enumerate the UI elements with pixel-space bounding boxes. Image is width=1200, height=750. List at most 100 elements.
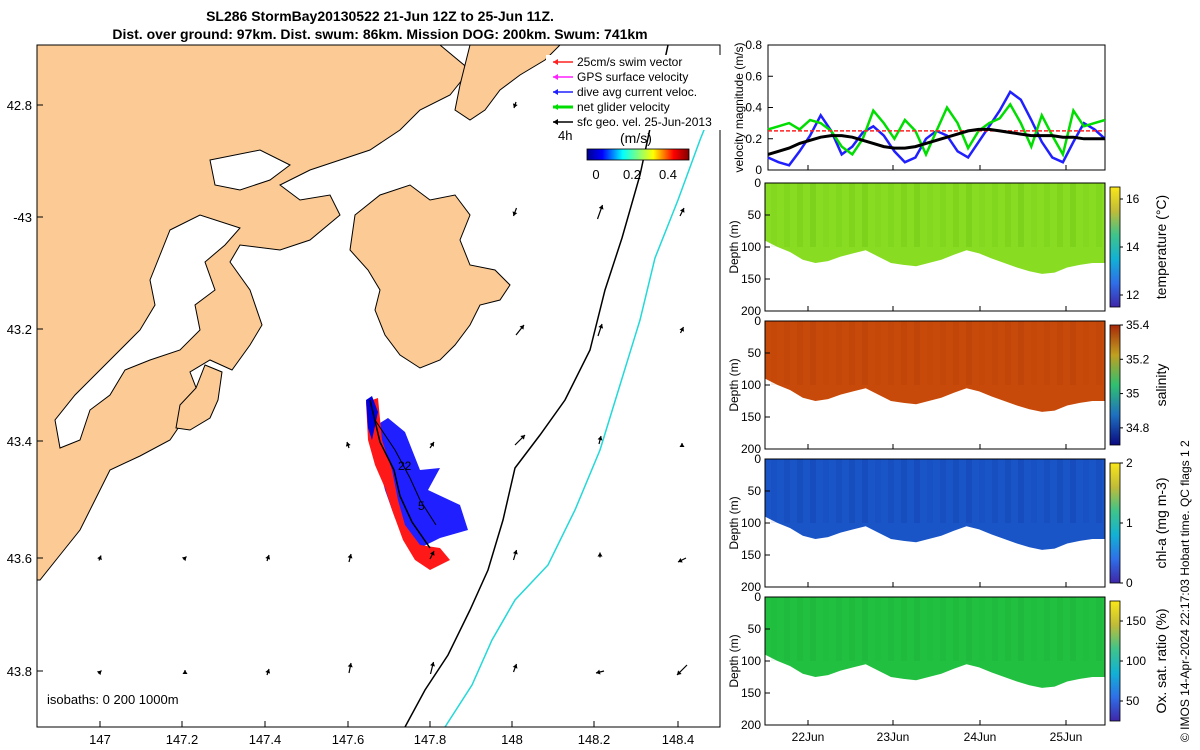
isobath-200 [404,45,669,727]
glider-track: 22 5 [366,396,468,570]
section-panel: 0 50 100 150 200 Depth (m) 16 14 12 temperature (… [727,176,1169,318]
colorbar-tick: 34.8 [1126,421,1150,435]
colorbar-tick: 14 [1126,240,1140,254]
velocity-ytick: 0.6 [745,69,762,83]
map-axes: 147 147.2 147.4 147.6 147.8 148 148.2 14… [7,98,695,747]
sfc-velocity-arrow [597,435,603,445]
section-data-fill [765,321,1105,412]
section-colorbar [1109,462,1121,584]
colorbar-tick: 150 [1126,614,1146,628]
section-colorbar [1109,324,1121,446]
depth-tick: 50 [748,346,762,360]
depth-label: Depth (m) [727,496,741,549]
variable-label: Ox. sat. ratio (%) [1153,608,1169,713]
land-mainland [37,45,471,581]
chart-title-line1: SL286 StormBay20130522 21-Jun 12Z to 25-… [206,8,554,24]
sfc-velocity-arrow [676,664,688,676]
legend-label: dive avg current veloc. [577,85,697,99]
depth-tick: 200 [741,718,761,732]
chart-title-line2: Dist. over ground: 97km. Dist. swum: 86k… [112,26,648,42]
colorbar-title: (m/s) [620,130,652,146]
legend-label: GPS surface velocity [577,70,688,84]
land-peninsula [349,184,511,369]
legend-entry: dive avg current veloc. [553,85,697,99]
sfc-velocity-arrow [679,326,685,334]
velocity-series-line [767,127,1105,156]
lon-tick: 147.6 [332,732,365,747]
sfc-velocity-arrow [514,434,526,446]
colorbar-tick: 12 [1126,288,1140,302]
depth-tick: 0 [754,176,761,190]
colorbar-tick: 0 [592,167,599,182]
variable-label: salinity [1153,364,1169,407]
sfc-velocity-arrow [597,323,604,337]
sfc-velocity-arrow [265,668,271,676]
date-tick: 23Jun [877,730,910,744]
sfc-velocity-arrow [679,443,685,447]
land-northeast [454,45,561,121]
sfc-velocity-arrow [429,441,435,449]
lat-tick: 43.4 [7,434,32,449]
depth-tick: 200 [741,304,761,318]
depth-tick: 0 [754,314,761,328]
section-data-fill [765,597,1105,688]
sfc-velocity-arrow [265,554,271,562]
depth-tick: 100 [741,378,761,392]
depth-tick: 150 [741,548,761,562]
sfc-velocity-arrow [512,549,518,561]
sfc-velocity-arrow [181,556,187,562]
colorbar-tick: 0 [1126,576,1133,590]
hours-label: 4h [558,128,572,143]
sfc-velocity-arrow [596,204,604,220]
section-colorbar [1109,186,1121,308]
colorbar-tick: 0.4 [659,167,677,182]
sfc-velocity-arrow [597,552,603,558]
legend-label: sfc geo. vel. 25-Jun-2013 [577,115,712,129]
depth-tick: 50 [748,208,762,222]
sfc-velocity-arrow [345,441,351,449]
lat-tick: 43.6 [7,551,32,566]
lat-tick: 43.2 [7,322,32,337]
depth-tick: 50 [748,484,762,498]
depth-tick: 150 [741,686,761,700]
colorbar-tick: 50 [1126,694,1140,708]
velocity-ytick: 0.8 [745,38,762,52]
sfc-velocity-arrow [595,669,605,675]
depth-label: Depth (m) [727,634,741,687]
depth-tick: 50 [748,622,762,636]
date-tick: 22Jun [792,730,825,744]
sfc-velocity-arrow [677,557,687,563]
variable-label: chl-a (mg m-3) [1153,477,1169,568]
legend-label: net glider velocity [577,100,670,114]
credit-text: © IMOS 14-Apr-2024 22:17:03 Hobart time.… [1178,440,1192,742]
sfc-velocity-arrows [96,101,688,676]
depth-tick: 100 [741,240,761,254]
section-panel: 0 50 100 150 200 Depth (m) 2 1 0 chl-a (mg m-3) [727,452,1169,594]
sfc-velocity-arrow [512,207,518,217]
velocity-ylabel: velocity magnitude (m/s) [732,42,746,172]
sfc-velocity-arrow [429,661,435,675]
velocity-ytick: 0.4 [745,101,762,115]
sfc-velocity-arrow [347,662,353,674]
lon-tick: 147.4 [249,732,282,747]
sfc-velocity-arrow [97,555,102,561]
section-colorbar [1109,600,1121,722]
lon-tick: 148 [501,732,523,747]
sfc-velocity-arrow [515,324,525,336]
lon-tick: 147 [89,732,111,747]
lat-tick: 42.8 [7,98,32,113]
isobaths-label: isobaths: 0 200 1000m [47,692,179,707]
depth-tick: 100 [741,516,761,530]
depth-label: Depth (m) [727,358,741,411]
sfc-velocity-arrow [347,553,353,563]
legend-entry: sfc geo. vel. 25-Jun-2013 [553,115,712,129]
legend-label: 25cm/s swim vector [577,55,682,69]
depth-tick: 0 [754,590,761,604]
sfc-velocity-arrow [512,101,518,109]
colorbar-tick: 16 [1126,192,1140,206]
map-panel: 22 5 147 147.2 147.4 147.6 147.8 148 148… [7,44,726,747]
legend-entry: net glider velocity [553,100,670,114]
